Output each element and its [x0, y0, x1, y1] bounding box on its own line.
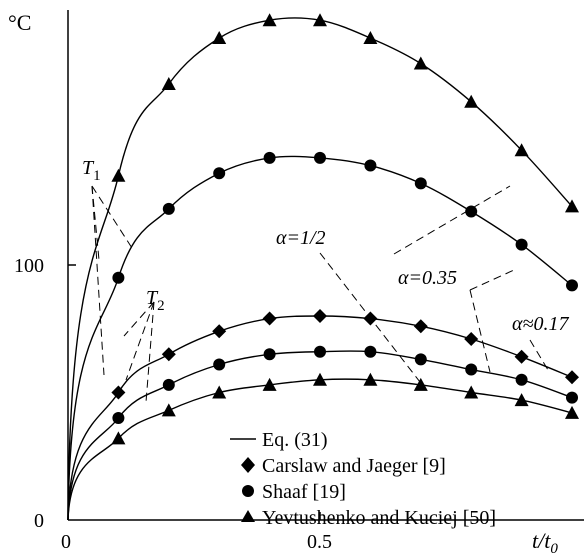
series-1-circle-point-2 [213, 167, 226, 180]
series-3-circle-point-5 [364, 345, 377, 358]
series-1-circle-point-3 [263, 151, 276, 164]
legend-triangle-marker [241, 510, 255, 522]
series-4-triangle-point-3 [262, 377, 277, 391]
y-axis-label: °C [8, 10, 31, 35]
t1-leader-3 [91, 185, 105, 376]
series-3-circle-point-8 [515, 373, 528, 386]
series-0-triangle-point-7 [464, 94, 479, 108]
series-4-triangle-point-4 [313, 372, 327, 386]
series-1-circle-point-9 [566, 279, 578, 292]
series-1-circle-point-6 [414, 177, 427, 190]
series-0-triangle-point-2 [212, 31, 227, 45]
alpha-035-label: α=0.35 [398, 267, 457, 289]
series-2-diamond-point-0 [111, 385, 126, 400]
series-2-diamond-point-1 [161, 347, 176, 362]
annotations: T1 T2 α=1/2 α=0.35 α≈0.17 [82, 157, 569, 403]
alpha-half-leader-1 [393, 185, 511, 255]
t2-label: T2 [146, 287, 165, 314]
series-2-diamond-point-3 [262, 311, 277, 326]
series-2-diamond-point-8 [514, 349, 529, 364]
series-2-diamond-point-2 [212, 324, 227, 339]
series-4-triangle-point-1 [161, 403, 176, 417]
series-1-circle-point-8 [515, 238, 528, 251]
alpha-035-leader-1 [469, 269, 515, 291]
series-0-triangle-point-6 [413, 56, 428, 70]
x-axis-label: t/t0 [532, 528, 558, 556]
legend-label-carslaw: Carslaw and Jaeger [9] [262, 455, 446, 477]
series-1-circle-point-0 [112, 271, 125, 284]
y-tick-label-0: 0 [34, 510, 44, 532]
alpha-035-leader-2 [469, 289, 491, 373]
series-0-triangle-point-8 [514, 143, 529, 157]
x-tick-label-0: 0 [61, 531, 71, 553]
axes: °C 0 100 0 0.5 t/t0 [8, 10, 584, 556]
series-0-triangle-point-0 [111, 168, 126, 182]
series-3-circle-point-7 [465, 363, 478, 376]
series-3-circle-point-6 [414, 353, 427, 366]
series-3-circle-point-0 [112, 412, 125, 424]
series-2-diamond-point-9 [565, 370, 579, 385]
series-0-triangle-point-4 [313, 13, 327, 27]
t2-leader-1 [123, 301, 155, 337]
series-0-triangle-point-1 [161, 76, 176, 90]
series-1-circle-point-4 [314, 151, 326, 164]
legend-diamond-marker [241, 457, 255, 473]
x-tick-label-0.5: 0.5 [307, 531, 332, 553]
t2-leader-2 [125, 301, 155, 381]
t1-leader-1 [91, 185, 133, 249]
legend: Eq. (31) Carslaw and Jaeger [9] Shaaf [1… [230, 429, 496, 529]
series-0-triangle-point-3 [262, 13, 277, 27]
series-4-triangle-point-9 [565, 405, 579, 419]
series-1-circle-point-5 [364, 159, 377, 172]
t1-label: T1 [82, 157, 101, 184]
legend-label-yevtushenko: Yevtushenko and Kuciej [50] [262, 507, 496, 529]
series-1-circle-point-1 [162, 202, 175, 215]
series-3-circle-point-2 [213, 358, 226, 371]
series-1-circle-point-7 [465, 205, 478, 218]
alpha-017-label: α≈0.17 [512, 313, 569, 335]
series-4-triangle-point-8 [514, 393, 529, 407]
series-4-triangle-point-2 [212, 385, 227, 399]
legend-circle-marker [242, 485, 254, 497]
series-4-triangle-point-6 [413, 377, 428, 391]
legend-label-shaaf: Shaaf [19] [262, 481, 346, 503]
series-3-curve [67, 350, 573, 521]
alpha-half-leader-2 [319, 252, 421, 383]
legend-label-eq31: Eq. (31) [262, 429, 328, 451]
series-2-diamond-point-6 [413, 319, 428, 334]
series-0-triangle-point-5 [363, 31, 378, 45]
series-4-triangle-point-7 [464, 385, 479, 399]
series-3-circle-point-1 [162, 378, 175, 391]
series-4-triangle-point-0 [111, 431, 126, 445]
series-3-circle-point-4 [314, 345, 326, 358]
series-0-curve [67, 17, 573, 521]
series-4-triangle-point-5 [363, 372, 378, 386]
alpha-017-leader [529, 339, 549, 371]
series-3-circle-point-3 [263, 348, 276, 361]
markers [111, 13, 579, 445]
alpha-half-label: α=1/2 [276, 227, 326, 249]
series-3-circle-point-9 [566, 391, 578, 404]
series-2-diamond-point-7 [464, 331, 479, 346]
t2-leader-3 [145, 301, 155, 403]
series-2-diamond-point-4 [313, 309, 327, 323]
series-0-triangle-point-9 [565, 199, 579, 213]
y-tick-label-100: 100 [14, 255, 44, 277]
series-2-curve [67, 315, 573, 521]
